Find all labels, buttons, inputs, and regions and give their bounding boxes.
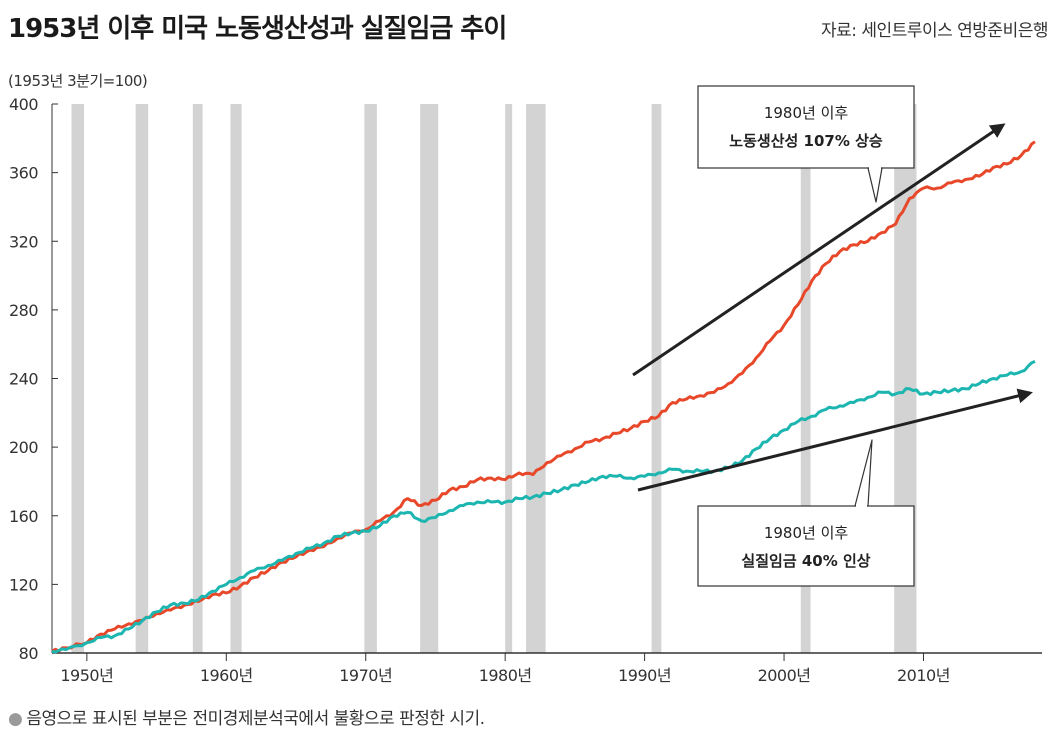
- callout-line1: 1980년 이후: [764, 524, 849, 542]
- bullet-icon: ●: [8, 709, 23, 729]
- x-tick-label: 1960년: [200, 666, 253, 685]
- callout-box: [697, 85, 915, 169]
- source-note: 자료: 세인트루이스 연방준비은행: [821, 21, 1049, 41]
- productivity-trend-arrow: [632, 123, 1006, 377]
- y-axis-unit: (1953년 3분기=100): [8, 72, 148, 90]
- x-tick-label: 1950년: [60, 666, 113, 685]
- footnote-text: 음영으로 표시된 부분은 전미경제분석국에서 불황으로 판정한 시기.: [26, 709, 485, 729]
- trend-arrows: [632, 123, 1033, 492]
- x-tick-label: 2010년: [897, 666, 950, 685]
- x-tick-label: 1970년: [339, 666, 392, 685]
- recession-band: [71, 104, 85, 653]
- recession-band: [505, 104, 513, 653]
- productivity-line: [51, 140, 1036, 653]
- recession-band: [420, 104, 439, 653]
- footnote: ● 음영으로 표시된 부분은 전미경제분석국에서 불황으로 판정한 시기.: [8, 704, 485, 729]
- y-tick-label: 160: [9, 507, 38, 526]
- callout-box: [697, 505, 915, 587]
- wages-line: [51, 359, 1036, 654]
- axes: 80 120 160 200 240 280 320 360 400 1950년 1960년 1970…: [9, 95, 1042, 685]
- x-tick-label: 1990년: [618, 666, 671, 685]
- y-tick-label: 120: [9, 575, 38, 594]
- series: [51, 140, 1036, 654]
- callout-pointer: [867, 167, 883, 203]
- recession-band: [135, 104, 149, 653]
- y-tick-label: 400: [9, 95, 38, 114]
- wages-trend-arrow: [637, 388, 1033, 492]
- recession-band: [526, 104, 546, 653]
- chart-title: 1953년 이후 미국 노동생산성과 실질임금 추이: [8, 14, 507, 44]
- callout-line1: 1980년 이후: [764, 104, 849, 122]
- y-tick-label: 200: [9, 438, 38, 457]
- recession-band: [230, 104, 242, 653]
- callout-line2: 실질임금 40% 인상: [741, 552, 870, 570]
- y-tick-label: 360: [9, 164, 38, 183]
- x-tick-label: 1980년: [479, 666, 532, 685]
- y-tick-label: 80: [19, 644, 39, 663]
- recession-band: [651, 104, 662, 653]
- recession-band: [364, 104, 377, 653]
- callout-pointer: [854, 439, 873, 507]
- y-tick-label: 320: [9, 232, 38, 251]
- recession-band: [192, 104, 203, 653]
- callout-line2: 노동생산성 107% 상승: [729, 132, 883, 150]
- recession-band: [800, 104, 811, 653]
- x-tick-label: 2000년: [758, 666, 811, 685]
- y-tick-label: 280: [9, 301, 38, 320]
- y-tick-label: 240: [9, 370, 38, 389]
